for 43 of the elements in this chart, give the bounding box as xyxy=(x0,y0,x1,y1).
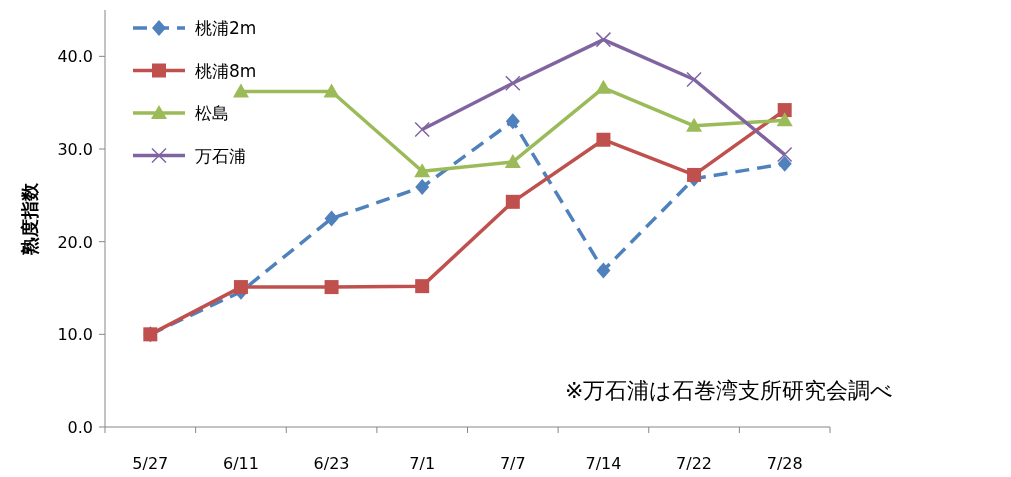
x-tick-label: 6/23 xyxy=(313,454,350,473)
legend-label: 桃浦8m xyxy=(195,60,257,81)
point xyxy=(232,83,249,98)
point xyxy=(595,79,612,94)
point xyxy=(777,155,792,172)
point xyxy=(686,71,702,88)
x-tick-label: 7/7 xyxy=(499,454,526,473)
point xyxy=(505,113,520,130)
x-tick-label: 6/11 xyxy=(222,454,259,473)
x-tick-label: 7/1 xyxy=(409,454,436,473)
x-tick-label: 7/22 xyxy=(676,454,713,473)
point xyxy=(324,280,339,295)
x-tick-label: 7/14 xyxy=(585,454,622,473)
point xyxy=(414,163,431,178)
y-tick-label: 30.0 xyxy=(57,140,93,159)
point xyxy=(415,279,430,294)
point xyxy=(596,132,611,147)
annotation: ※万石浦は石巻湾支所研究会調べ xyxy=(565,378,894,403)
legend-label: 桃浦2m xyxy=(195,18,257,38)
y-tick-label: 20.0 xyxy=(57,232,93,252)
y-axis-title: 熟度指数 xyxy=(19,181,40,256)
y-tick-label: 40.0 xyxy=(57,47,93,67)
legend-label: 万石浦 xyxy=(195,145,246,166)
point xyxy=(414,121,430,138)
y-tick-label: 10.0 xyxy=(57,325,93,345)
point xyxy=(324,210,339,227)
point xyxy=(505,194,520,209)
point xyxy=(687,167,702,182)
point xyxy=(505,75,521,91)
point xyxy=(233,280,248,295)
point xyxy=(595,31,612,48)
point xyxy=(776,146,793,163)
point xyxy=(323,83,340,98)
point xyxy=(596,262,611,279)
point xyxy=(686,117,703,132)
legend-label: 松島 xyxy=(195,103,229,123)
point xyxy=(504,153,521,168)
x-tick-label: 7/28 xyxy=(766,454,803,473)
point xyxy=(777,103,792,118)
point xyxy=(415,178,430,195)
point xyxy=(776,112,793,127)
y-tick-label: 0.0 xyxy=(67,418,93,437)
x-tick-label: 5/27 xyxy=(132,454,169,473)
